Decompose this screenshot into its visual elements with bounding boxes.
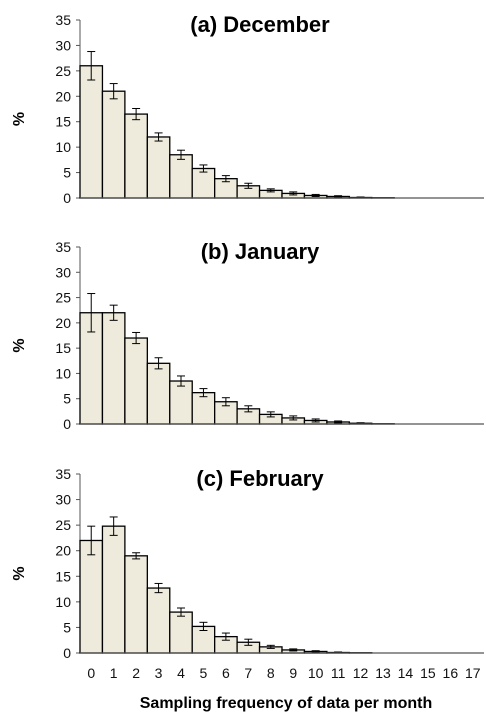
y-tick-label: 30: [55, 264, 71, 280]
y-tick-label: 15: [55, 114, 71, 130]
x-tick-label: 7: [244, 665, 252, 681]
x-tick-label: 8: [267, 665, 275, 681]
x-tick-label: 13: [375, 665, 391, 681]
bar: [192, 169, 214, 198]
bar: [192, 393, 214, 424]
bar: [147, 588, 169, 653]
bar: [125, 114, 147, 198]
bar: [125, 338, 147, 424]
y-axis-label: %: [11, 566, 28, 580]
y-tick-label: 15: [55, 568, 71, 584]
chart-title: (c) February: [196, 466, 324, 491]
x-tick-label: 15: [420, 665, 436, 681]
bar: [147, 363, 169, 424]
chart-title: (a) December: [190, 12, 330, 37]
y-tick-label: 20: [55, 88, 71, 104]
x-tick-label: 1: [110, 665, 118, 681]
x-tick-label: 9: [289, 665, 297, 681]
x-tick-label: 17: [465, 665, 481, 681]
chart-panel-1: 0 5 10 15 20 25 30 35% (b) January: [11, 239, 484, 432]
bar: [147, 137, 169, 198]
y-tick-label: 35: [55, 466, 71, 482]
x-tick-label: 4: [177, 665, 185, 681]
y-tick-label: 10: [55, 594, 71, 610]
bar: [170, 155, 192, 198]
bar: [102, 313, 124, 424]
x-tick-label: 12: [353, 665, 369, 681]
x-tick-label: 16: [443, 665, 459, 681]
bar: [80, 540, 102, 653]
chart-panel-0: 0 5 10 15 20 25 30 35% (a) December: [11, 12, 484, 206]
y-tick-label: 35: [55, 239, 71, 255]
y-axis-label: %: [11, 338, 28, 352]
bar: [170, 381, 192, 424]
y-tick-label: 25: [55, 517, 71, 533]
y-tick-label: 25: [55, 290, 71, 306]
x-tick-label: 5: [200, 665, 208, 681]
y-tick-label: 10: [55, 139, 71, 155]
y-tick-label: 5: [63, 391, 71, 407]
y-tick-label: 15: [55, 340, 71, 356]
x-tick-label: 3: [155, 665, 163, 681]
y-tick-label: 5: [63, 619, 71, 635]
bar: [125, 556, 147, 653]
y-tick-label: 5: [63, 165, 71, 181]
bar: [170, 612, 192, 653]
y-tick-label: 0: [63, 416, 71, 432]
bar: [102, 91, 124, 198]
y-tick-label: 10: [55, 365, 71, 381]
y-tick-label: 25: [55, 63, 71, 79]
y-tick-label: 20: [55, 543, 71, 559]
x-tick-label: 11: [331, 665, 346, 681]
y-tick-label: 35: [55, 12, 71, 28]
x-axis-label: Sampling frequency of data per month: [140, 695, 432, 712]
x-tick-label: 0: [87, 665, 95, 681]
x-tick-label: 14: [398, 665, 414, 681]
x-tick-label: 2: [132, 665, 140, 681]
y-tick-label: 0: [63, 645, 71, 661]
chart-title: (b) January: [201, 239, 320, 264]
y-tick-label: 30: [55, 37, 71, 53]
bar: [102, 526, 124, 653]
x-tick-label: 10: [308, 665, 324, 681]
y-tick-label: 30: [55, 492, 71, 508]
y-tick-label: 20: [55, 315, 71, 331]
x-tick-label: 6: [222, 665, 230, 681]
bar: [80, 66, 102, 198]
y-axis-label: %: [11, 112, 28, 126]
y-tick-label: 0: [63, 190, 71, 206]
